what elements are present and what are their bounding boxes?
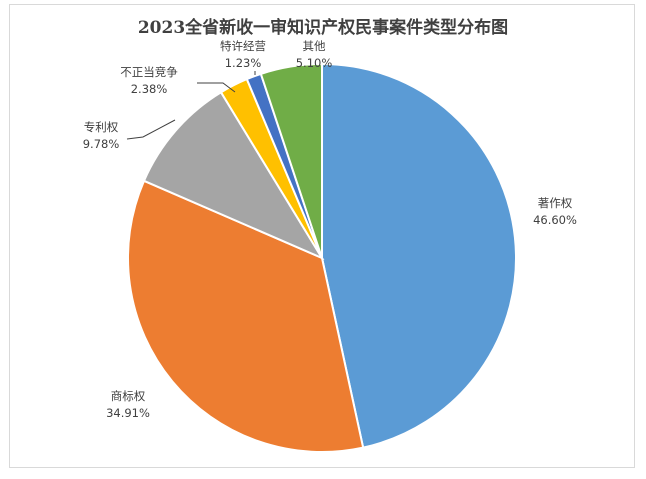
slice-labels: 著作权 46.60% 商标权 34.91% 专利权 9.78% 不正当竞争 2.38% 特许经营…: [83, 39, 577, 420]
slice-percent-label: 9.78%: [83, 137, 120, 151]
slice-percent-label: 5.10%: [296, 56, 333, 70]
slice-percent-label: 34.91%: [106, 406, 150, 420]
slice-percent-label: 46.60%: [533, 213, 577, 227]
slice-name-label: 特许经营: [220, 39, 266, 53]
chart-title: 2023全省新收一审知识产权民事案件类型分布图: [138, 17, 508, 38]
pie-slices: [126, 62, 517, 453]
pie-slice-1: [321, 62, 517, 449]
slice-name-label: 其他: [303, 39, 326, 53]
leader-lines: [126, 71, 256, 140]
slice-name-label: 专利权: [84, 120, 119, 134]
leader-line: [126, 119, 176, 140]
slice-name-label: 不正当竞争: [120, 65, 178, 79]
pie-slice-2: [126, 179, 365, 453]
slice-name-label: 著作权: [538, 196, 573, 210]
leader-line: [197, 82, 236, 93]
slice-percent-label: 1.23%: [225, 56, 262, 70]
slice-percent-label: 2.38%: [131, 82, 168, 96]
pie-slice-3: [142, 90, 325, 261]
pie-slice-6: [259, 62, 323, 259]
slice-name-label: 商标权: [111, 389, 146, 403]
